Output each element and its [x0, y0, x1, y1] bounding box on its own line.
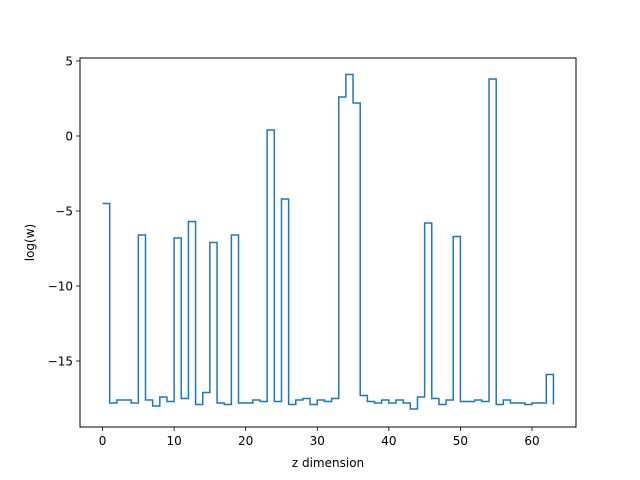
x-tick-label: 0: [99, 434, 107, 448]
x-axis-label: z dimension: [292, 456, 364, 470]
x-tick-label: 10: [166, 434, 181, 448]
y-axis: −15 −10 −5 0 5: [48, 55, 80, 369]
y-tick-label: −15: [48, 355, 73, 369]
plot-area: [80, 58, 576, 427]
x-tick-label: 50: [453, 434, 468, 448]
x-tick-label: 60: [524, 434, 539, 448]
y-tick-label: −10: [48, 280, 73, 294]
plot-frame: [79, 57, 577, 428]
series-layer: [102, 73, 555, 410]
series-line-0: [102, 73, 555, 410]
y-axis-label: log(w): [23, 224, 37, 261]
x-tick-label: 20: [238, 434, 253, 448]
x-tick-label: 30: [310, 434, 325, 448]
x-axis: 0 10 20 30 40 50 60: [99, 427, 540, 448]
y-tick-label: 0: [65, 130, 73, 144]
x-tick-label: 40: [381, 434, 396, 448]
y-tick-label: 5: [65, 55, 73, 69]
y-tick-label: −5: [55, 205, 73, 219]
